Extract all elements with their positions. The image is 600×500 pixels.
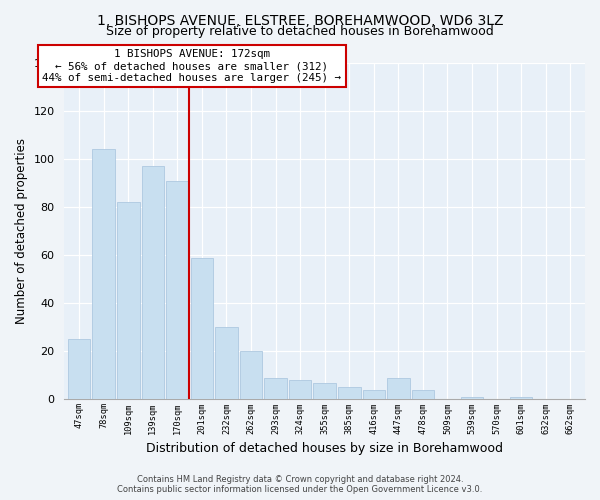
Text: Contains HM Land Registry data © Crown copyright and database right 2024.
Contai: Contains HM Land Registry data © Crown c…: [118, 474, 482, 494]
Bar: [215, 328, 238, 400]
Bar: [362, 390, 385, 400]
Bar: [264, 378, 287, 400]
X-axis label: Distribution of detached houses by size in Borehamwood: Distribution of detached houses by size …: [146, 442, 503, 455]
Bar: [412, 390, 434, 400]
Bar: [387, 378, 410, 400]
Bar: [338, 388, 361, 400]
Text: 1, BISHOPS AVENUE, ELSTREE, BOREHAMWOOD, WD6 3LZ: 1, BISHOPS AVENUE, ELSTREE, BOREHAMWOOD,…: [97, 14, 503, 28]
Bar: [92, 150, 115, 400]
Bar: [240, 352, 262, 400]
Bar: [117, 202, 140, 400]
Bar: [461, 397, 484, 400]
Text: Size of property relative to detached houses in Borehamwood: Size of property relative to detached ho…: [106, 25, 494, 38]
Bar: [510, 397, 532, 400]
Bar: [142, 166, 164, 400]
Y-axis label: Number of detached properties: Number of detached properties: [15, 138, 28, 324]
Bar: [289, 380, 311, 400]
Bar: [166, 180, 188, 400]
Text: 1 BISHOPS AVENUE: 172sqm  
← 56% of detached houses are smaller (312)
44% of sem: 1 BISHOPS AVENUE: 172sqm ← 56% of detach…: [43, 50, 341, 82]
Bar: [68, 340, 91, 400]
Bar: [191, 258, 213, 400]
Bar: [313, 382, 336, 400]
